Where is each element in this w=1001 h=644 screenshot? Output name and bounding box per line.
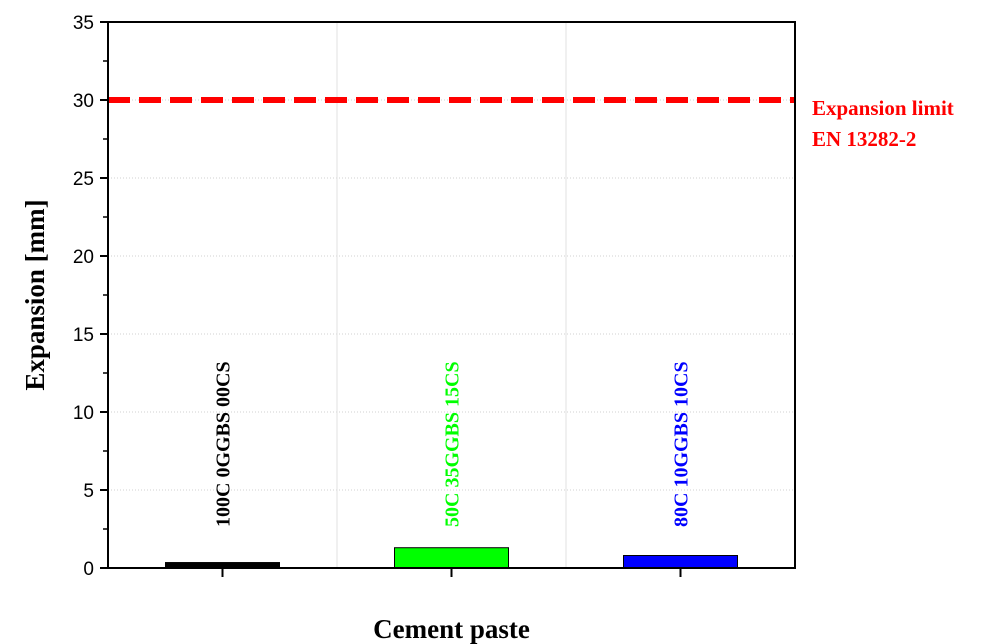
- y-tick-label: 25: [73, 169, 94, 190]
- x-axis: [221, 568, 682, 577]
- bar-labels: 100C 0GGBS 00CS 50C 35GGBS 15CS 80C 10GGBS…: [213, 361, 693, 527]
- bar: [623, 555, 738, 569]
- y-tick-label: 0: [83, 559, 94, 580]
- y-axis: 0 5 10 15 20 25 30 35: [73, 13, 108, 580]
- bar-category-label: 80C 10GGBS 10CS: [671, 361, 693, 527]
- y-tick-label: 35: [73, 13, 94, 34]
- y-tick-label: 15: [73, 325, 94, 346]
- y-tick-label: 10: [73, 403, 94, 424]
- y-axis-title: Expansion [mm]: [20, 199, 50, 390]
- y-tick-label: 5: [83, 481, 94, 502]
- bar-category-label: 100C 0GGBS 00CS: [213, 361, 235, 527]
- bars: [165, 547, 738, 569]
- reference-line-label-2: EN 13282-2: [812, 127, 916, 151]
- bar: [394, 547, 509, 569]
- bar-category-label: 50C 35GGBS 15CS: [442, 361, 464, 527]
- y-tick-label: 20: [73, 247, 94, 268]
- x-axis-title: Cement paste: [373, 614, 530, 644]
- y-tick-label: 30: [73, 91, 94, 112]
- reference-line-label-1: Expansion limit: [812, 96, 954, 120]
